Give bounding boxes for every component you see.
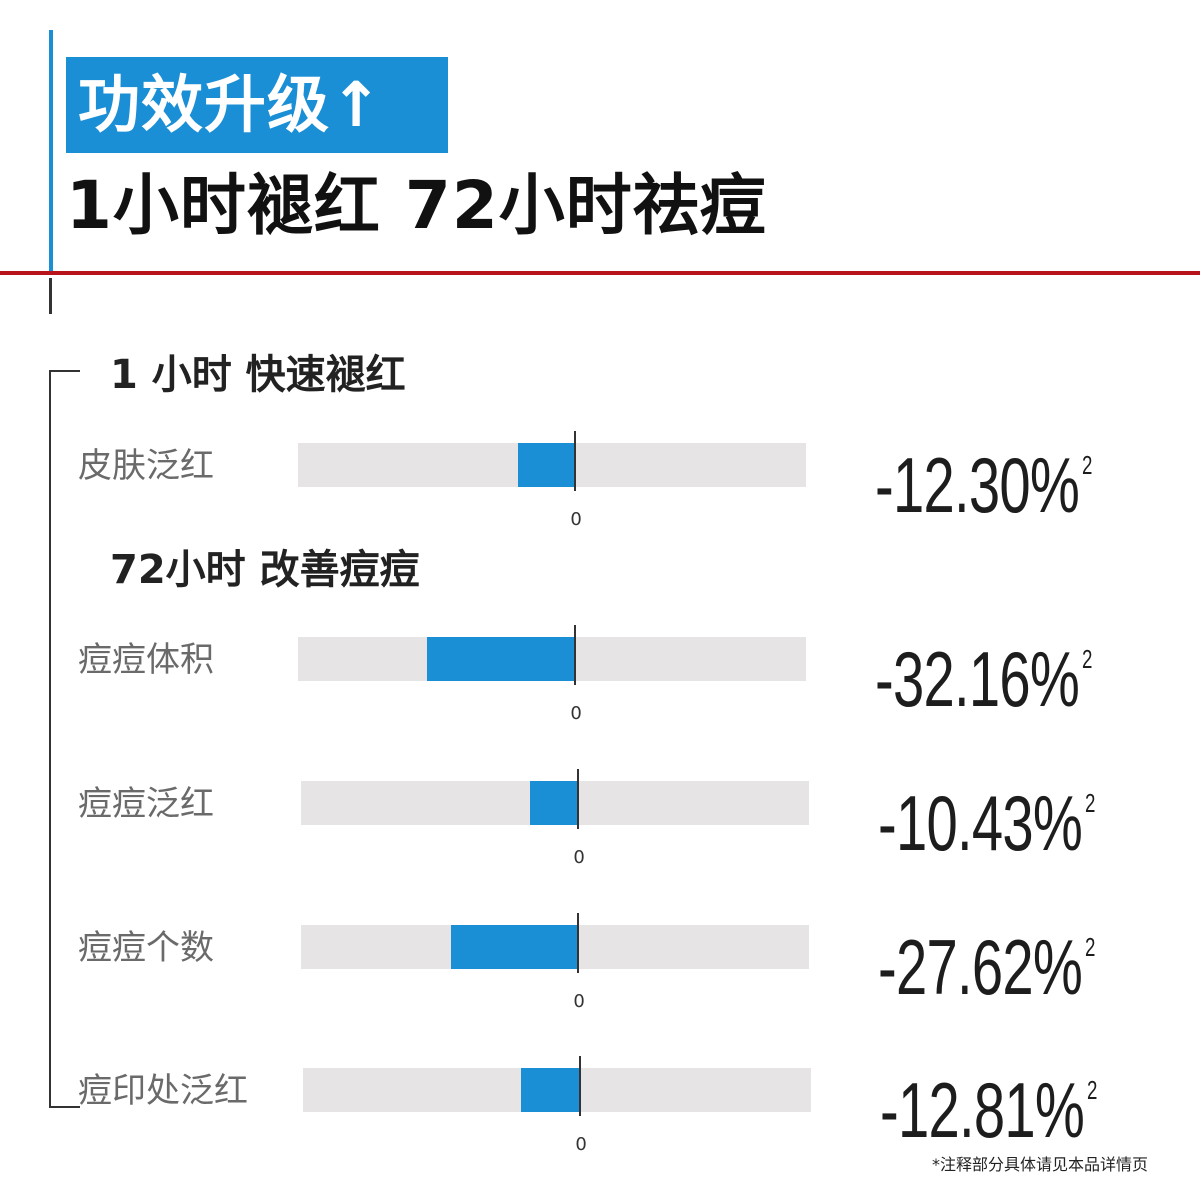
bar <box>520 1068 581 1112</box>
section-title-72h: 72小时 改善痘痘 <box>110 547 420 593</box>
row-label: 痘痘泛红 <box>78 784 214 824</box>
value-text: -12.30% <box>875 441 1080 529</box>
title-badge <box>66 57 448 153</box>
header-divider <box>0 271 1200 275</box>
bar <box>518 443 576 487</box>
footnote-marker: 2 <box>1082 644 1092 674</box>
group-bracket <box>49 370 80 1108</box>
bar-track: 0 <box>298 431 806 530</box>
zero-axis-line <box>577 913 580 973</box>
bar-track: 0 <box>301 769 809 868</box>
footnote-marker: 2 <box>1087 1075 1097 1105</box>
page-title: 1小时褪红 72小时祛痘 <box>66 167 767 244</box>
value-text: -27.62% <box>878 923 1083 1011</box>
row-label: 痘痘体积 <box>78 640 214 680</box>
value-label: -32.16% 2 <box>875 619 1092 719</box>
zero-tick-label: 0 <box>570 509 582 530</box>
zero-tick-label: 0 <box>573 847 585 868</box>
row-label: 痘印处泛红 <box>78 1071 248 1111</box>
value-label: -10.43% 2 <box>878 763 1095 863</box>
footnote-marker: 2 <box>1085 788 1095 818</box>
value-label: -12.81% 2 <box>880 1050 1097 1150</box>
footnote-marker: 2 <box>1082 450 1092 480</box>
bar-track: 0 <box>298 625 806 724</box>
badge-text: 功效升级↑ <box>78 68 383 141</box>
bar <box>529 781 579 825</box>
zero-tick-label: 0 <box>570 703 582 724</box>
bar-track: 0 <box>301 913 809 1012</box>
bar <box>426 637 576 681</box>
section-title-1h: 1 小时 快速褪红 <box>110 352 406 398</box>
zero-tick-label: 0 <box>573 991 585 1012</box>
zero-axis-line <box>579 1056 582 1116</box>
row-label: 痘痘个数 <box>78 928 214 968</box>
bar-track: 0 <box>303 1056 811 1155</box>
value-label: -12.30% 2 <box>875 425 1092 525</box>
value-text: -12.81% <box>880 1066 1085 1154</box>
zero-axis-line <box>577 769 580 829</box>
divider-tick <box>49 278 52 314</box>
bar <box>450 925 579 969</box>
zero-tick-label: 0 <box>575 1134 587 1155</box>
value-text: -32.16% <box>875 635 1080 723</box>
zero-axis-line <box>574 625 577 685</box>
row-label: 皮肤泛红 <box>78 446 214 486</box>
footnote-marker: 2 <box>1085 932 1095 962</box>
zero-axis-line <box>574 431 577 491</box>
value-label: -27.62% 2 <box>878 907 1095 1007</box>
title-accent-line <box>49 30 53 272</box>
footnote: *注释部分具体请见本品详情页 <box>931 1155 1148 1174</box>
value-text: -10.43% <box>878 779 1083 867</box>
